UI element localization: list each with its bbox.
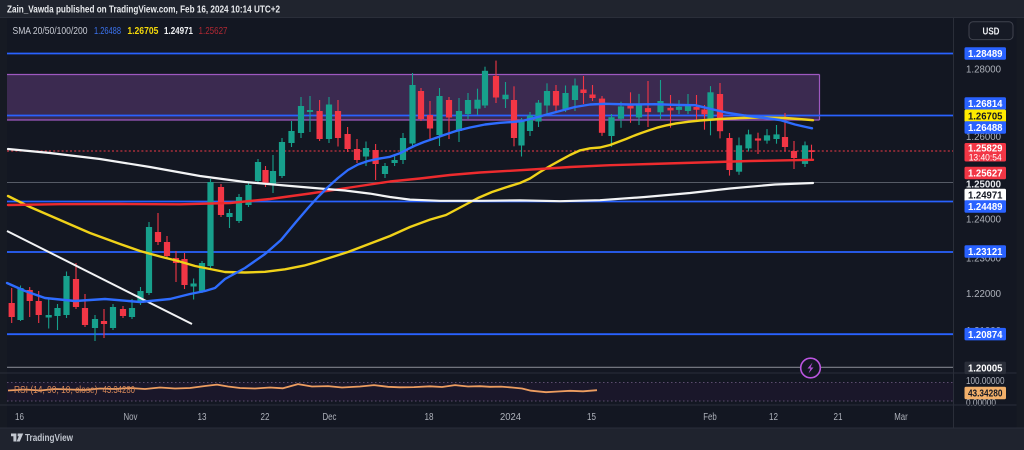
svg-text:22: 22 xyxy=(261,412,270,423)
svg-text:Mar: Mar xyxy=(894,412,908,423)
svg-text:1.20874: 1.20874 xyxy=(968,330,1003,341)
svg-text:1.26488: 1.26488 xyxy=(968,123,1003,134)
svg-text:1.26814: 1.26814 xyxy=(968,99,1003,110)
svg-text:21: 21 xyxy=(834,412,843,423)
svg-text:1.24971: 1.24971 xyxy=(164,25,193,37)
svg-text:15: 15 xyxy=(587,412,596,423)
svg-text:13:40:54: 13:40:54 xyxy=(969,152,1002,162)
svg-text:18: 18 xyxy=(425,412,434,423)
svg-text:100.00000: 100.00000 xyxy=(966,376,1005,387)
svg-text:13: 13 xyxy=(198,412,207,423)
svg-text:1.26488: 1.26488 xyxy=(94,25,121,37)
svg-text:1.25000: 1.25000 xyxy=(966,180,1001,191)
svg-text:1.24000: 1.24000 xyxy=(966,215,1001,226)
svg-text:16: 16 xyxy=(15,412,24,423)
svg-text:1.20005: 1.20005 xyxy=(968,363,1003,374)
svg-text:1.24971: 1.24971 xyxy=(968,191,1003,202)
svg-text:1.25627: 1.25627 xyxy=(968,169,1003,180)
svg-text:1.26705: 1.26705 xyxy=(127,25,158,37)
svg-text:1.22000: 1.22000 xyxy=(966,289,1001,300)
svg-text:RSI (14, 90, 10, close): RSI (14, 90, 10, close) xyxy=(14,385,98,396)
svg-text:43.34280: 43.34280 xyxy=(968,389,1003,400)
svg-text:USD: USD xyxy=(983,25,1000,37)
svg-text:1.25627: 1.25627 xyxy=(199,25,228,37)
svg-text:12: 12 xyxy=(769,412,778,423)
svg-text:Nov: Nov xyxy=(124,412,138,423)
svg-text:1.26705: 1.26705 xyxy=(968,111,1003,122)
svg-text:1.26000: 1.26000 xyxy=(966,132,1001,143)
svg-text:1.28000: 1.28000 xyxy=(966,65,1001,76)
svg-text:SMA 20/50/100/200: SMA 20/50/100/200 xyxy=(13,25,88,37)
svg-text:Feb: Feb xyxy=(703,412,717,423)
svg-text:1.23121: 1.23121 xyxy=(968,247,1003,258)
svg-text:43.34280: 43.34280 xyxy=(103,385,136,396)
svg-text:0.00000: 0.00000 xyxy=(966,398,996,409)
svg-text:Zain_Vawda published on Tradin: Zain_Vawda published on TradingView.com,… xyxy=(7,4,280,16)
svg-text:1.28489: 1.28489 xyxy=(968,49,1003,60)
svg-text:1.23000: 1.23000 xyxy=(966,254,1001,265)
svg-text:1.25829: 1.25829 xyxy=(968,144,1003,155)
svg-text:2024: 2024 xyxy=(500,412,521,423)
svg-text:TradingView: TradingView xyxy=(25,432,74,444)
svg-text:Dec: Dec xyxy=(323,412,337,423)
svg-text:1.24489: 1.24489 xyxy=(968,202,1003,213)
